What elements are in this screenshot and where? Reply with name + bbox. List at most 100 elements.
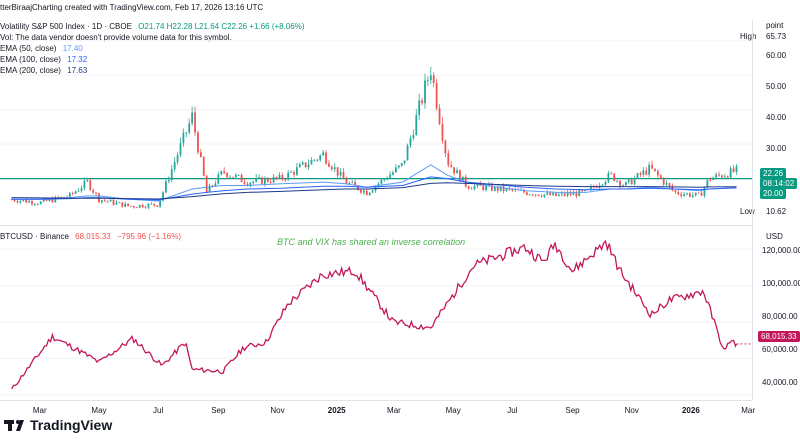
vix-candle-body [45, 199, 48, 201]
vix-candle-body [595, 187, 598, 188]
vix-candle-body [712, 177, 715, 181]
vix-candle-body [412, 135, 415, 139]
vix-candle-body [418, 100, 421, 116]
vix-candle-body [226, 172, 228, 178]
vix-candle-body [263, 178, 266, 184]
vix-candle-body [686, 193, 688, 195]
vix-candle-body [284, 179, 287, 181]
vix-candle-body [231, 176, 234, 178]
btc-legend-row: BTCUSD · Binance 68,015.33 −795.96 (−1.1… [0, 232, 181, 241]
vix-candle-body [482, 185, 485, 191]
vix-candle-body [697, 192, 700, 194]
vix-candle-body [383, 179, 386, 181]
vix-candle-body [278, 175, 281, 179]
ema50-value: 17.40 [62, 44, 83, 53]
vix-candle-body [290, 172, 292, 173]
vix-candle-body [255, 178, 258, 182]
vix-candle-body [296, 167, 298, 175]
vix-y-tick: 60.00 [766, 51, 787, 60]
vix-candle-body [493, 186, 496, 191]
vix-candle-body [572, 192, 575, 195]
vix-candle-body [735, 166, 738, 172]
vix-candle-body [217, 174, 220, 184]
vix-candle-body [28, 201, 31, 203]
vix-candle-body [546, 192, 549, 195]
vix-candle-body [499, 186, 502, 191]
vix-candle-body [365, 190, 368, 196]
vix-candle-body [298, 164, 301, 168]
ema200-value: 17.63 [67, 66, 88, 75]
vix-candle-body [83, 180, 86, 189]
vix-candle-body [459, 170, 461, 182]
vix-candle-body [566, 192, 569, 196]
vix-candle-body [77, 190, 80, 192]
vix-candle-body [558, 194, 560, 196]
vix-candle-body [25, 199, 28, 203]
vix-candle-body [19, 200, 22, 203]
vix-candle-body [141, 204, 144, 208]
vix-candle-body [389, 174, 391, 179]
vix-candle-body [106, 200, 109, 202]
vix-candle-body [721, 175, 723, 178]
vix-candle-body [453, 167, 456, 174]
vix-candle-body [584, 189, 587, 191]
vix-candle-body [511, 189, 514, 191]
btc-axis-unit: USD [766, 232, 783, 241]
vix-candle-body [281, 175, 284, 180]
vix-candle-body [293, 172, 295, 175]
vix-candle-body [112, 199, 115, 205]
vix-candle-body [115, 202, 118, 205]
vix-candle-body [229, 176, 231, 178]
vix-candle-body [397, 165, 400, 168]
btc-y-tick: 80,000.00 [762, 312, 798, 321]
vix-candle-body [639, 173, 642, 175]
vix-candle-body [103, 200, 106, 202]
ema50-legend[interactable]: EMA (50, close) 17.40 [0, 44, 83, 53]
vix-candle-body [202, 157, 205, 176]
vix-candle-body [683, 194, 685, 196]
vix-candle-body [156, 205, 159, 207]
vix-candle-body [316, 159, 319, 161]
vix-candle-body [400, 163, 403, 166]
vix-candle-body [234, 175, 237, 178]
btc-symbol-name[interactable]: BTCUSD · Binance [0, 232, 69, 241]
vix-candle-body [441, 123, 444, 141]
vix-candle-body [121, 202, 124, 207]
vix-candle-body [496, 186, 499, 191]
vix-candle-body [147, 203, 150, 208]
x-axis-tick-label: Mar [33, 406, 47, 415]
vix-candle-body [348, 182, 351, 185]
vix-candle-body [636, 173, 639, 179]
vix-ohlc: O21.74 H22.28 L21.64 C22.26 +1.66 (+8.06… [138, 22, 305, 31]
vix-candle-body [476, 183, 479, 186]
vix-candle-body [118, 202, 121, 204]
vix-candle-body [240, 175, 243, 182]
vix-candle-body [627, 179, 630, 183]
ema100-legend[interactable]: EMA (100, close) 17.32 [0, 55, 87, 64]
tradingview-logo[interactable]: TradingView [4, 417, 112, 433]
btc-value: 68,015.33 [75, 232, 111, 241]
vix-candle-body [328, 163, 330, 167]
vix-candle-body [100, 200, 103, 203]
vix-candle-body [336, 167, 339, 176]
vix-candle-body [144, 207, 147, 209]
vix-candle-body [86, 180, 89, 181]
vix-candle-body [354, 182, 357, 186]
vix-candle-body [656, 170, 659, 176]
vix-symbol-name[interactable]: Volatility S&P 500 Index · 1D · CBOE [0, 22, 132, 31]
vix-candle-body [287, 172, 290, 180]
vix-hline-tag: 20.00 [760, 188, 787, 199]
vix-candle-body [205, 175, 208, 193]
vix-price-layer [0, 40, 752, 210]
ema200-legend[interactable]: EMA (200, close) 17.63 [0, 66, 87, 75]
vix-candle-body [339, 171, 342, 176]
vix-candle-body [351, 182, 354, 183]
vix-candle-body [48, 198, 51, 201]
btc-price-line [11, 239, 738, 390]
x-axis-tick-label: Sep [211, 406, 226, 415]
vix-candle-body [357, 185, 359, 190]
x-axis-tick-label: Nov [625, 406, 639, 415]
vix-candle-body [211, 185, 214, 187]
x-axis-tick-label: Mar [387, 406, 401, 415]
